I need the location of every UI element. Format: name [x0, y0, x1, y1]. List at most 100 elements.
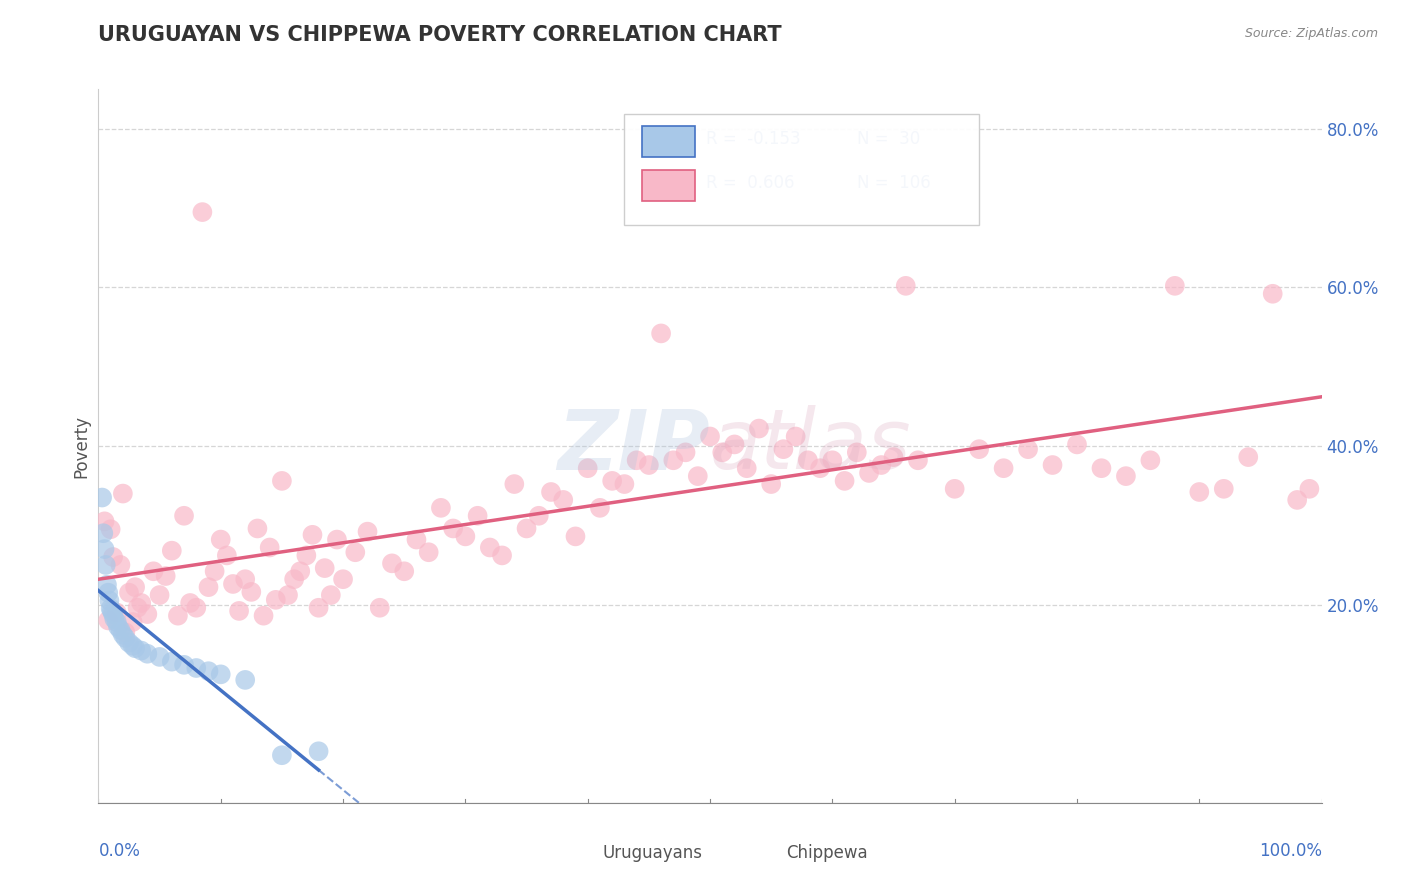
FancyBboxPatch shape	[641, 126, 696, 157]
Point	[160, 543, 183, 558]
Point	[110, 558, 132, 572]
Text: R =  -0.153: R = -0.153	[706, 130, 801, 148]
Point	[129, 643, 152, 657]
Point	[638, 458, 661, 472]
Point	[821, 453, 844, 467]
Point	[785, 429, 807, 443]
Point	[228, 604, 250, 618]
Point	[1139, 453, 1161, 467]
Point	[797, 453, 820, 467]
Point	[626, 453, 648, 467]
Point	[441, 521, 464, 535]
Point	[209, 533, 232, 547]
Point	[111, 628, 134, 642]
Point	[761, 477, 783, 491]
Point	[1090, 461, 1112, 475]
Point	[1237, 450, 1260, 464]
Point	[808, 461, 831, 475]
Text: URUGUAYAN VS CHIPPEWA POVERTY CORRELATION CHART: URUGUAYAN VS CHIPPEWA POVERTY CORRELATIO…	[98, 25, 782, 45]
Point	[149, 588, 172, 602]
Point	[215, 549, 238, 563]
Point	[870, 458, 893, 472]
Point	[110, 623, 132, 637]
Point	[314, 561, 336, 575]
Point	[101, 604, 124, 618]
Point	[114, 625, 136, 640]
Point	[186, 600, 208, 615]
Point	[381, 557, 404, 571]
Point	[723, 437, 745, 451]
Point	[301, 528, 323, 542]
Point	[197, 664, 219, 678]
Point	[540, 485, 562, 500]
Point	[478, 541, 501, 555]
Point	[418, 545, 440, 559]
Point	[240, 585, 263, 599]
Point	[259, 541, 281, 555]
Point	[124, 580, 146, 594]
Point	[1298, 482, 1320, 496]
Point	[233, 673, 256, 687]
Point	[100, 601, 122, 615]
Point	[894, 278, 917, 293]
Point	[735, 461, 758, 475]
Point	[136, 647, 159, 661]
Point	[1286, 492, 1309, 507]
Point	[699, 429, 721, 443]
Point	[834, 474, 856, 488]
Point	[118, 585, 141, 599]
Point	[1261, 286, 1284, 301]
Point	[101, 549, 124, 564]
Point	[173, 657, 195, 672]
Point	[105, 606, 128, 620]
Point	[967, 442, 990, 457]
Point	[564, 529, 586, 543]
Point	[142, 564, 165, 578]
Point	[883, 450, 905, 464]
Point	[356, 524, 378, 539]
Point	[197, 580, 219, 594]
Point	[686, 469, 709, 483]
Point	[1115, 469, 1137, 483]
Point	[96, 578, 118, 592]
Point	[277, 588, 299, 602]
Point	[675, 445, 697, 459]
Point	[515, 521, 537, 535]
FancyBboxPatch shape	[554, 839, 598, 871]
Point	[1188, 485, 1211, 500]
Point	[858, 466, 880, 480]
Point	[93, 542, 115, 557]
Point	[270, 748, 294, 763]
Point	[167, 608, 190, 623]
Point	[405, 533, 427, 547]
Point	[270, 474, 294, 488]
Point	[97, 585, 120, 599]
Point	[1017, 442, 1039, 457]
Text: Uruguayans: Uruguayans	[602, 844, 703, 862]
Point	[290, 564, 312, 578]
Point	[295, 549, 318, 563]
Point	[91, 491, 114, 505]
Point	[503, 477, 526, 491]
Point	[264, 592, 287, 607]
Text: ZIP: ZIP	[557, 406, 710, 486]
Point	[326, 533, 349, 547]
Point	[105, 615, 128, 629]
Point	[711, 445, 734, 459]
Point	[748, 421, 770, 435]
Point	[454, 529, 477, 543]
Point	[600, 474, 623, 488]
Point	[993, 461, 1015, 475]
Point	[186, 661, 208, 675]
Point	[613, 477, 636, 491]
Point	[209, 667, 232, 681]
Point	[191, 205, 214, 219]
Point	[1042, 458, 1064, 472]
Point	[662, 453, 685, 467]
Point	[107, 620, 129, 634]
Text: Source: ZipAtlas.com: Source: ZipAtlas.com	[1244, 27, 1378, 40]
Text: 100.0%: 100.0%	[1258, 842, 1322, 861]
Point	[308, 600, 330, 615]
Point	[124, 641, 146, 656]
Point	[553, 492, 575, 507]
